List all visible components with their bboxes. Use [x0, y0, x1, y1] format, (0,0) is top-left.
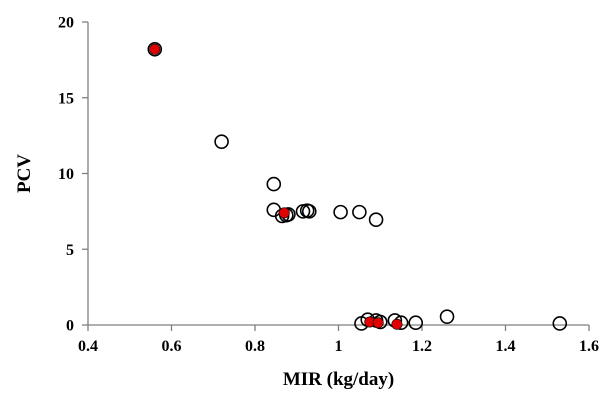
y-tick-label: 20 [58, 15, 74, 32]
open-circle-point [352, 204, 367, 220]
y-axis-title: PCV [14, 154, 35, 193]
open-circle-point [439, 309, 455, 324]
x-tick-label: 1.2 [412, 338, 432, 355]
y-tick-label: 5 [66, 242, 74, 259]
x-tick-label: 1.4 [496, 338, 516, 355]
open-circle-point [333, 204, 348, 220]
x-ticks: 0.4 0.6 0.8 1 1.2 1.4 1.6 [78, 325, 599, 355]
x-axis-title: MIR (kg/day) [283, 369, 394, 390]
data-points [147, 41, 568, 331]
x-tick-label: 0.6 [162, 338, 182, 355]
x-tick-label: 1 [335, 338, 343, 355]
x-tick-label: 1.6 [579, 338, 599, 355]
open-circle-point [214, 134, 229, 149]
open-circle-point [301, 204, 317, 219]
open-circle-point [408, 315, 424, 331]
y-tick-label: 0 [66, 318, 74, 335]
series-1 [149, 43, 403, 330]
y-tick-label: 10 [58, 166, 74, 183]
y-tick-label: 15 [58, 90, 74, 107]
open-circle-point [147, 41, 163, 57]
red-filled-point [391, 318, 403, 330]
y-ticks: 0 5 10 15 20 [58, 15, 88, 335]
red-filled-point [372, 317, 384, 329]
red-filled-point [278, 207, 290, 219]
red-filled-point [149, 43, 161, 55]
open-circle-point [266, 176, 282, 192]
series-0 [147, 41, 568, 331]
x-tick-label: 0.8 [245, 338, 265, 355]
open-circle-point [368, 212, 384, 228]
axes [87, 22, 589, 326]
open-circle-point [552, 316, 568, 331]
x-tick-label: 0.4 [78, 338, 98, 355]
